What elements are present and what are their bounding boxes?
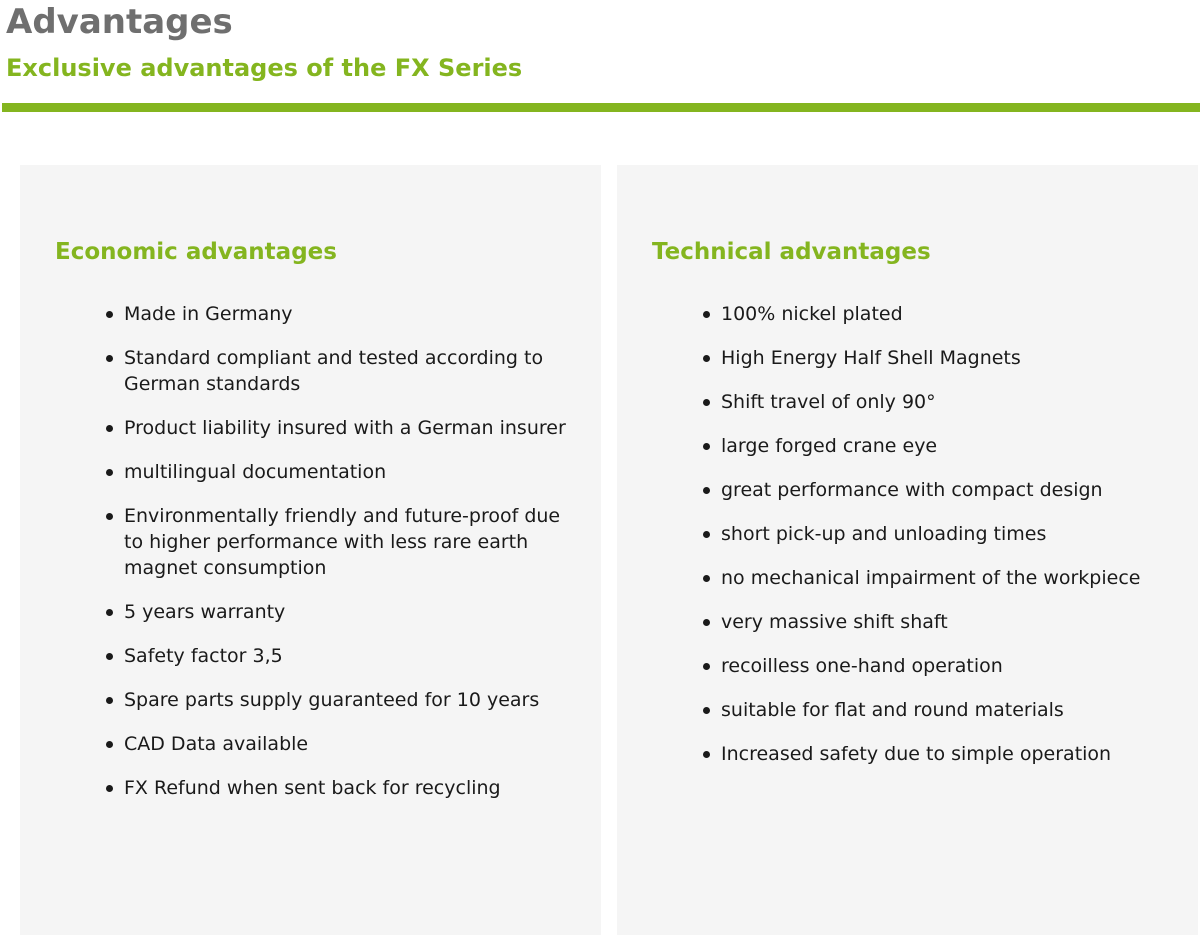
- list-item: Spare parts supply guaranteed for 10 yea…: [106, 687, 569, 713]
- bullet-icon: [106, 609, 113, 616]
- divider: [2, 103, 1200, 112]
- list-item: suitable for flat and round materials: [703, 697, 1166, 723]
- list-item: 5 years warranty: [106, 599, 569, 625]
- list-item-text: Environmentally friendly and future-proo…: [124, 505, 561, 579]
- list-item: Product liability insured with a German …: [106, 415, 569, 441]
- economic-list: Made in Germany Standard compliant and te…: [106, 301, 569, 819]
- list-item-text: Standard compliant and tested according …: [124, 347, 544, 395]
- list-item-text: Shift travel of only 90°: [721, 391, 936, 413]
- list-item: large forged crane eye: [703, 433, 1166, 459]
- bullet-icon: [106, 311, 113, 318]
- bullet-icon: [703, 751, 710, 758]
- list-item-text: Spare parts supply guaranteed for 10 yea…: [124, 689, 540, 711]
- technical-list: 100% nickel plated High Energy Half Shell…: [703, 301, 1166, 785]
- bullet-icon: [106, 785, 113, 792]
- list-item: Environmentally friendly and future-proo…: [106, 503, 569, 581]
- list-item-text: short pick-up and unloading times: [721, 523, 1047, 545]
- bullet-icon: [106, 513, 113, 520]
- list-item: no mechanical impairment of the workpiec…: [703, 565, 1166, 591]
- list-item: CAD Data available: [106, 731, 569, 757]
- bullet-icon: [703, 619, 710, 626]
- list-item-text: 5 years warranty: [124, 601, 286, 623]
- bullet-icon: [106, 355, 113, 362]
- bullet-icon: [106, 697, 113, 704]
- bullet-icon: [106, 425, 113, 432]
- list-item: Shift travel of only 90°: [703, 389, 1166, 415]
- economic-advantages-panel: Economic advantages Made in Germany Stand…: [20, 165, 601, 935]
- list-item-text: CAD Data available: [124, 733, 309, 755]
- list-item-text: suitable for flat and round materials: [721, 699, 1064, 721]
- bullet-icon: [703, 575, 710, 582]
- list-item-text: High Energy Half Shell Magnets: [721, 347, 1021, 369]
- bullet-icon: [703, 487, 710, 494]
- list-item: short pick-up and unloading times: [703, 521, 1166, 547]
- list-item-text: great performance with compact design: [721, 479, 1103, 501]
- list-item-text: very massive shift shaft: [721, 611, 948, 633]
- list-item: 100% nickel plated: [703, 301, 1166, 327]
- economic-heading: Economic advantages: [55, 239, 337, 265]
- list-item: High Energy Half Shell Magnets: [703, 345, 1166, 371]
- list-item-text: Increased safety due to simple operation: [721, 743, 1112, 765]
- list-item-text: Product liability insured with a German …: [124, 417, 566, 439]
- bullet-icon: [703, 399, 710, 406]
- list-item-text: 100% nickel plated: [721, 303, 903, 325]
- list-item-text: recoilless one-hand operation: [721, 655, 1003, 677]
- bullet-icon: [703, 531, 710, 538]
- bullet-icon: [106, 741, 113, 748]
- page-subtitle: Exclusive advantages of the FX Series: [6, 54, 523, 82]
- page-title: Advantages: [6, 2, 233, 42]
- bullet-icon: [703, 311, 710, 318]
- bullet-icon: [703, 443, 710, 450]
- list-item-text: large forged crane eye: [721, 435, 938, 457]
- bullet-icon: [106, 469, 113, 476]
- list-item: FX Refund when sent back for recycling: [106, 775, 569, 801]
- list-item: multilingual documentation: [106, 459, 569, 485]
- list-item: Standard compliant and tested according …: [106, 345, 569, 397]
- bullet-icon: [703, 707, 710, 714]
- technical-advantages-panel: Technical advantages 100% nickel plated H…: [617, 165, 1198, 935]
- list-item-text: Safety factor 3,5: [124, 645, 283, 667]
- list-item: great performance with compact design: [703, 477, 1166, 503]
- list-item: Made in Germany: [106, 301, 569, 327]
- bullet-icon: [703, 355, 710, 362]
- list-item: Safety factor 3,5: [106, 643, 569, 669]
- list-item-text: multilingual documentation: [124, 461, 387, 483]
- list-item-text: no mechanical impairment of the workpiec…: [721, 567, 1141, 589]
- list-item: very massive shift shaft: [703, 609, 1166, 635]
- list-item: recoilless one-hand operation: [703, 653, 1166, 679]
- list-item: Increased safety due to simple operation: [703, 741, 1166, 767]
- bullet-icon: [106, 653, 113, 660]
- bullet-icon: [703, 663, 710, 670]
- list-item-text: Made in Germany: [124, 303, 293, 325]
- technical-heading: Technical advantages: [652, 239, 931, 265]
- list-item-text: FX Refund when sent back for recycling: [124, 777, 501, 799]
